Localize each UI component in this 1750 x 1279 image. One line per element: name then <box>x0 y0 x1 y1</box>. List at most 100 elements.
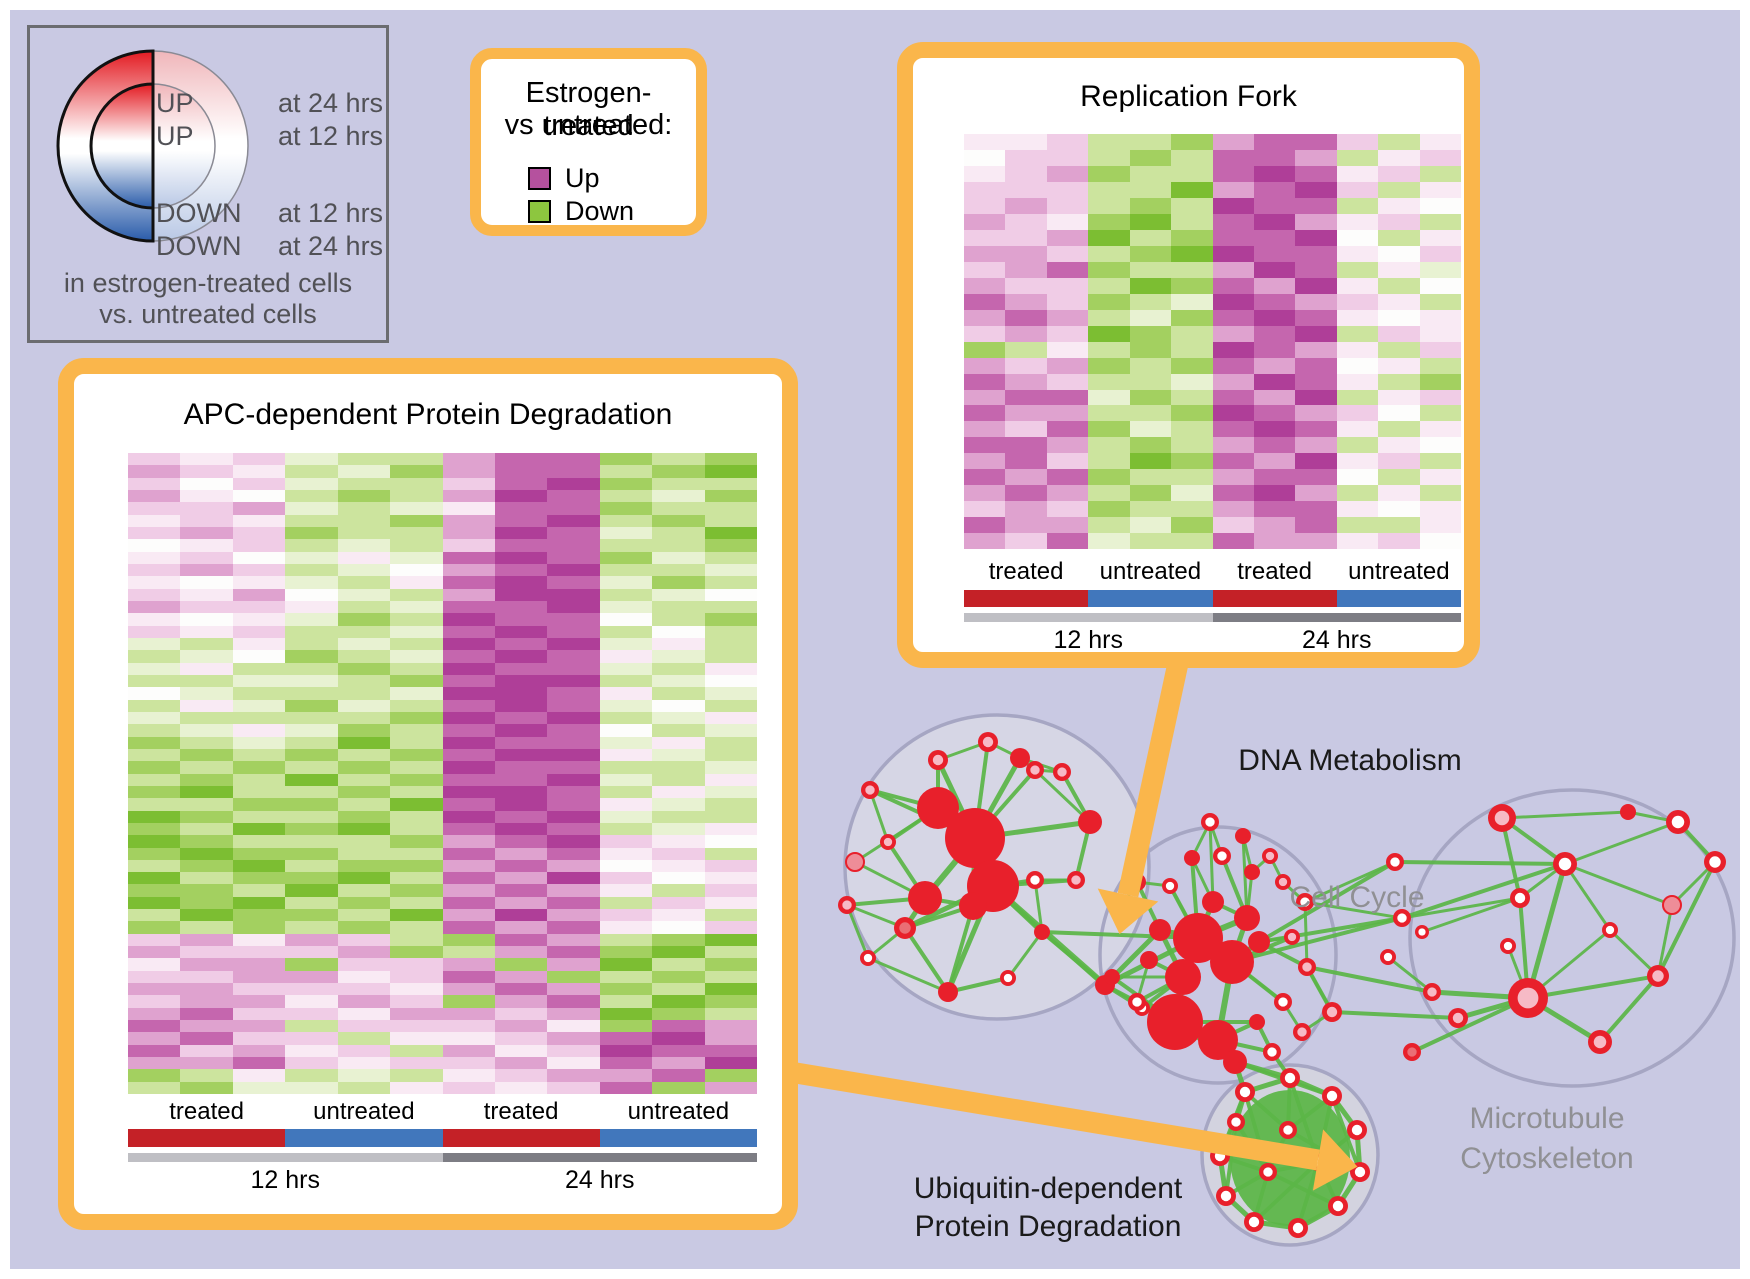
heatmap-cell <box>232 600 286 614</box>
heatmap-cell <box>180 650 233 663</box>
heatmap-cell <box>652 736 705 749</box>
heatmap-cell <box>964 501 1006 518</box>
heatmap-cell <box>494 576 548 589</box>
heatmap-cell <box>704 514 758 527</box>
heatmap-cell <box>1378 517 1420 534</box>
heatmap-cell <box>494 958 548 971</box>
heatmap-cell <box>1129 485 1172 502</box>
heatmap-cell <box>704 822 758 836</box>
heatmap-cell <box>964 341 1006 358</box>
heatmap-row <box>128 526 758 540</box>
heatmap-cell <box>442 921 495 934</box>
network-edge <box>1041 930 1199 940</box>
heatmap-cell <box>599 933 653 947</box>
heatmap-cell <box>1212 453 1254 470</box>
heatmap-cell <box>1336 165 1379 182</box>
network-node-center <box>1297 1027 1307 1037</box>
heatmap-cell <box>547 502 600 515</box>
heatmap-cell <box>547 785 600 799</box>
heatmap-cell <box>337 625 391 638</box>
heatmap-cell <box>337 835 391 848</box>
heatmap-cell <box>964 229 1006 246</box>
heatmap-cell <box>652 1020 705 1033</box>
heatmap-cell <box>1336 245 1379 262</box>
heatmap-cell <box>1253 389 1296 406</box>
heatmap-cell <box>337 662 391 675</box>
down-color-swatch <box>528 199 551 223</box>
heatmap-cell <box>599 625 653 638</box>
heatmap-cell <box>390 489 443 503</box>
heatmap-cell <box>128 687 181 700</box>
heatmap-cell <box>1378 149 1420 166</box>
heatmap-cell <box>599 1057 653 1070</box>
network-node <box>1223 1050 1247 1074</box>
heatmap-cell <box>390 896 443 910</box>
heatmap-cell <box>128 489 181 503</box>
heatmap-cell <box>1088 485 1130 502</box>
heatmap-cell <box>1212 197 1254 214</box>
cluster-label-microtubule-cytoskeleton: Microtubule <box>1469 1102 1624 1135</box>
timepoint-label: 12 hrs <box>1053 626 1123 654</box>
heatmap-cell <box>599 563 653 577</box>
heatmap-cell <box>704 477 758 490</box>
heatmap-cell <box>704 576 758 589</box>
heatmap-cell <box>390 539 443 552</box>
heatmap-cell <box>390 859 443 873</box>
heatmap-cell <box>1129 357 1172 374</box>
heatmap-cell <box>1336 309 1379 326</box>
heatmap-cell <box>285 847 338 860</box>
heatmap-cell <box>1336 357 1379 374</box>
heatmap-cell <box>652 687 705 700</box>
heatmap-cell <box>1046 197 1089 214</box>
heatmap-cell <box>1378 373 1420 390</box>
network-node-center <box>1558 857 1572 871</box>
heatmap-row <box>128 563 758 577</box>
heatmap-cell <box>128 650 181 663</box>
heatmap-cell <box>128 810 181 823</box>
heatmap-row <box>128 650 758 663</box>
updown-legend: UP at 24 hrs UP at 12 hrs DOWN at 12 hrs DOWN a… <box>27 25 389 343</box>
heatmap-cell <box>1129 437 1172 454</box>
condition-label: untreated <box>1348 558 1450 585</box>
heatmap-cell <box>1295 373 1337 390</box>
heatmap-cell <box>547 1069 600 1082</box>
cluster-label-microtubule-cytoskeleton: Cytoskeleton <box>1460 1142 1633 1175</box>
heatmap-cell <box>964 421 1006 438</box>
heatmap-cell <box>442 613 495 626</box>
heatmap-cell <box>1046 421 1089 438</box>
heatmap-cell <box>494 674 548 688</box>
heatmap-row <box>964 245 1462 262</box>
heatmap-cell <box>285 650 338 663</box>
heatmap-cell <box>390 773 443 786</box>
heatmap-cell <box>1088 165 1130 182</box>
heatmap-cell <box>337 995 391 1008</box>
heatmap-cell <box>599 872 653 885</box>
heatmap-cell <box>1378 485 1420 502</box>
heatmap-cell <box>964 325 1006 342</box>
heatmap-row <box>964 341 1462 358</box>
heatmap-cell <box>180 502 233 515</box>
heatmap-cell <box>1129 421 1172 438</box>
heatmap-cell <box>704 650 758 663</box>
heatmap-cell <box>390 1032 443 1045</box>
heatmap-cell <box>494 625 548 638</box>
heatmap-cell <box>1253 245 1296 262</box>
heatmap-cell <box>180 563 233 577</box>
heatmap-row <box>128 933 758 947</box>
heatmap-row <box>128 872 758 885</box>
heatmap-cell <box>599 847 653 860</box>
heatmap-cell <box>1212 293 1254 310</box>
heatmap-cell <box>1253 341 1296 358</box>
heatmap-cell <box>442 736 495 749</box>
heatmap-cell <box>1088 357 1130 374</box>
heatmap-cell <box>1295 309 1337 326</box>
heatmap-cell <box>599 1032 653 1045</box>
heatmap-cell <box>1253 293 1296 310</box>
heatmap-cell <box>285 526 338 540</box>
heatmap-cell <box>652 489 705 503</box>
heatmap-cell <box>1419 533 1462 550</box>
network-edge <box>1033 768 1092 824</box>
heatmap-cell <box>337 810 391 823</box>
heatmap-cell <box>180 748 233 762</box>
heatmap-cell <box>964 197 1006 214</box>
